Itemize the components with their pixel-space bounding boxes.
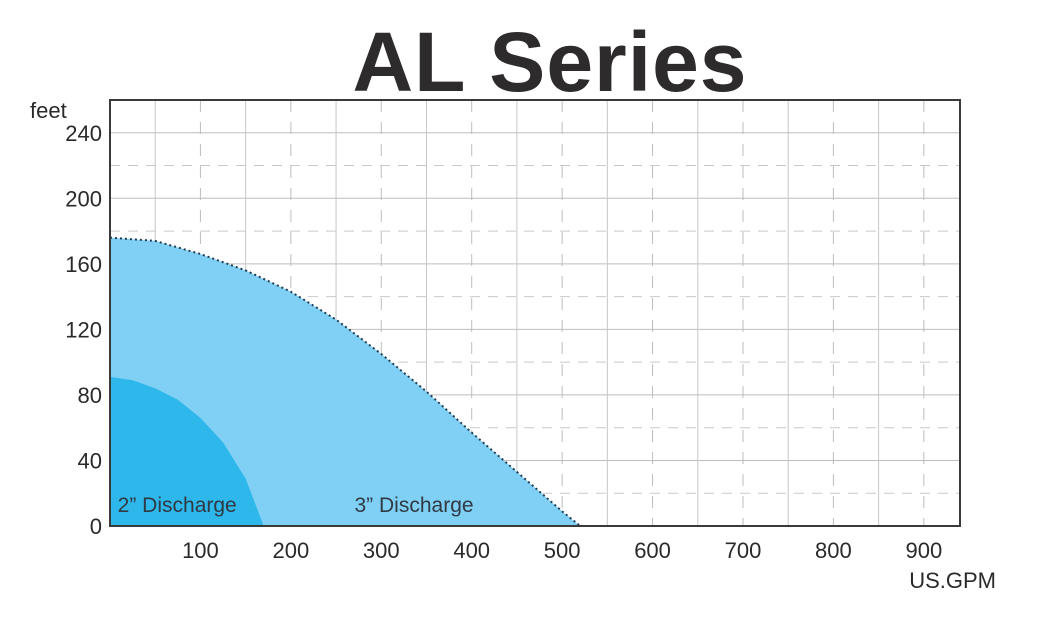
plot-frame xyxy=(109,99,961,527)
series-label: 2” Discharge xyxy=(118,494,237,517)
series-labels: 3” Discharge 2” Discharge xyxy=(118,494,474,517)
y-tick-label: 40 xyxy=(78,448,102,473)
y-tick-label: 160 xyxy=(65,252,102,277)
series-area xyxy=(110,376,264,526)
y-axis-label: feet xyxy=(30,98,67,123)
x-tick-label: 300 xyxy=(363,538,400,563)
y-tick-label: 0 xyxy=(90,514,102,539)
y-tick-label: 200 xyxy=(65,186,102,211)
x-axis-label: US.GPM xyxy=(909,568,996,593)
x-tick-label: 500 xyxy=(544,538,581,563)
chart-title: AL Series xyxy=(352,15,748,109)
y-tick-label: 240 xyxy=(65,121,102,146)
x-tick-label: 400 xyxy=(453,538,490,563)
y-tick-label: 120 xyxy=(65,317,102,342)
x-tick-label: 600 xyxy=(634,538,671,563)
x-tick-label: 700 xyxy=(725,538,762,563)
y-tick-label: 80 xyxy=(78,383,102,408)
x-tick-label: 800 xyxy=(815,538,852,563)
x-tick-label: 100 xyxy=(182,538,219,563)
series-layer xyxy=(109,236,581,527)
series-label: 3” Discharge xyxy=(355,494,474,517)
series-outline xyxy=(109,236,581,527)
tick-labels: 0 40 80 120 160 200 240 100 200 300 400 500 600 700 80… xyxy=(65,121,942,563)
x-tick-label: 900 xyxy=(905,538,942,563)
x-tick-label: 200 xyxy=(272,538,309,563)
